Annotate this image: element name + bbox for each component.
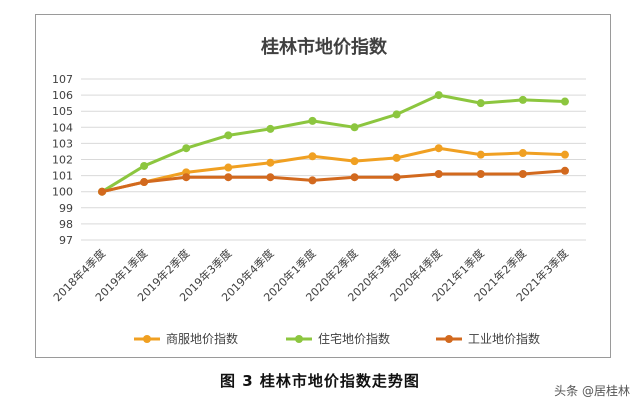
y-tick-label: 103 (52, 137, 73, 150)
data-point (518, 95, 527, 104)
data-point (560, 166, 569, 175)
data-point (560, 150, 569, 159)
y-tick-label: 105 (52, 105, 73, 118)
legend-label: 商服地价指数 (166, 331, 238, 346)
data-point (434, 91, 443, 100)
data-point (308, 176, 317, 185)
y-tick-label: 98 (59, 218, 73, 231)
data-point (266, 124, 275, 133)
data-point (182, 173, 191, 182)
legend-label: 住宅地价指数 (318, 331, 390, 346)
data-point (392, 173, 401, 182)
data-point (224, 163, 233, 172)
data-point (140, 178, 149, 187)
data-point (266, 158, 275, 167)
data-point (476, 150, 485, 159)
y-tick-label: 101 (52, 170, 73, 183)
y-tick-label: 100 (52, 186, 73, 199)
data-point (98, 187, 107, 196)
data-point (392, 153, 401, 162)
chart-title: 桂林市地价指数 (260, 36, 388, 58)
data-point (518, 169, 527, 178)
y-tick-label: 102 (52, 154, 73, 167)
data-point (518, 149, 527, 158)
data-point (434, 144, 443, 153)
figure-caption: 图 3 桂林市地价指数走势图 (220, 372, 420, 390)
data-point (308, 116, 317, 125)
data-point (392, 110, 401, 119)
series-line (101, 93, 566, 193)
legend-label: 工业地价指数 (468, 331, 540, 346)
chart-frame: 桂林市地价指数 97 98 99 100 101 102 103 104 105 106 107 201… (35, 14, 611, 358)
y-tick-label: 97 (59, 234, 73, 247)
y-tick-label: 106 (52, 89, 73, 102)
y-tick-label: 99 (59, 202, 73, 215)
data-point (350, 157, 359, 166)
legend-marker (295, 335, 303, 343)
data-point (224, 173, 233, 182)
data-point (308, 152, 317, 161)
data-point (182, 144, 191, 153)
data-point (476, 169, 485, 178)
data-point (560, 97, 569, 106)
data-point (350, 123, 359, 132)
y-tick-label: 107 (52, 73, 73, 86)
data-point (476, 99, 485, 108)
y-tick-label: 104 (52, 121, 73, 134)
data-point (350, 173, 359, 182)
line-chart: 桂林市地价指数979899100101102103104105106107201… (50, 36, 586, 346)
data-point (140, 161, 149, 170)
data-point (266, 173, 275, 182)
series-line (101, 146, 566, 194)
watermark: 头条 @居桂林 (554, 384, 630, 398)
legend-marker (445, 335, 453, 343)
data-point (434, 169, 443, 178)
series-line (101, 169, 566, 194)
legend-marker (143, 335, 151, 343)
data-point (224, 131, 233, 140)
